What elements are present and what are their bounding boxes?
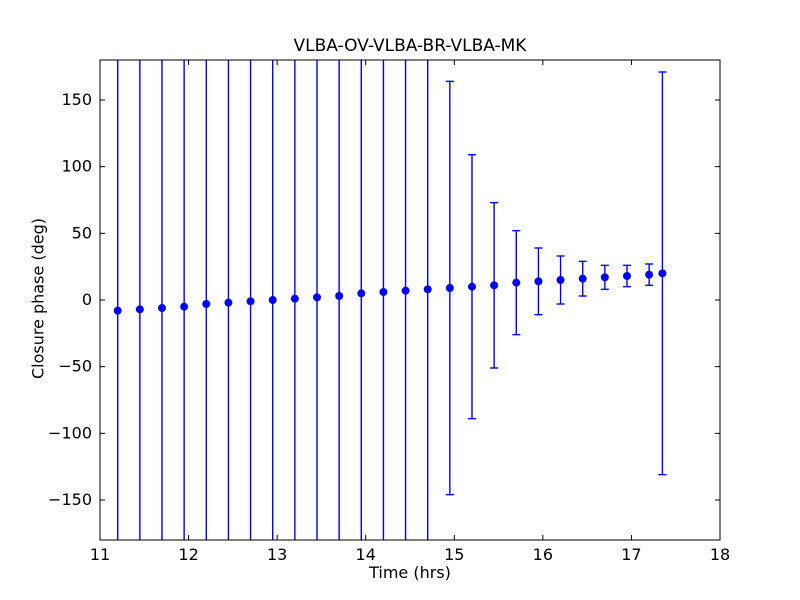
- data-point: [468, 282, 476, 291]
- data-point: [224, 298, 233, 307]
- y-tick-label: 150: [61, 90, 92, 109]
- y-axis-label: Closure phase (deg): [28, 217, 48, 380]
- data-point: [658, 269, 667, 278]
- x-tick-label: 13: [267, 545, 287, 564]
- data-point: [180, 302, 189, 311]
- data-point: [490, 281, 499, 290]
- data-point: [268, 296, 277, 304]
- y-tick-label: 100: [61, 157, 92, 176]
- x-tick-label: 12: [178, 545, 198, 564]
- data-point: [623, 272, 631, 280]
- data-point: [357, 289, 366, 298]
- data-point: [290, 294, 299, 303]
- data-point: [158, 304, 166, 312]
- data-point: [335, 292, 344, 300]
- data-point: [313, 293, 321, 302]
- y-tick-label: 50: [72, 223, 92, 242]
- data-point: [645, 270, 654, 279]
- x-tick-label: 17: [621, 545, 641, 564]
- y-tick-label: −150: [48, 490, 92, 509]
- data-point: [246, 297, 255, 306]
- x-tick-label: 18: [710, 545, 730, 564]
- data-point: [113, 306, 122, 315]
- data-point: [202, 300, 211, 308]
- data-point: [135, 305, 144, 314]
- y-tick-label: −100: [48, 423, 92, 442]
- chart-title: VLBA-OV-VLBA-BR-VLBA-MK: [293, 36, 527, 56]
- data-point: [600, 273, 609, 282]
- data-point: [445, 284, 454, 292]
- data-point: [534, 277, 543, 286]
- data-point: [379, 288, 388, 296]
- x-axis-label: Time (hrs): [369, 563, 451, 582]
- x-tick-label: 16: [533, 545, 553, 564]
- x-tick-label: 15: [444, 545, 464, 564]
- x-tick-label: 14: [356, 545, 376, 564]
- data-point: [401, 286, 410, 295]
- data-point: [556, 276, 565, 284]
- x-tick-label: 11: [90, 545, 110, 564]
- data-point: [512, 278, 521, 287]
- data-point: [578, 274, 587, 283]
- y-tick-label: 0: [82, 290, 92, 309]
- data-point: [423, 285, 432, 294]
- y-tick-label: −50: [58, 357, 92, 376]
